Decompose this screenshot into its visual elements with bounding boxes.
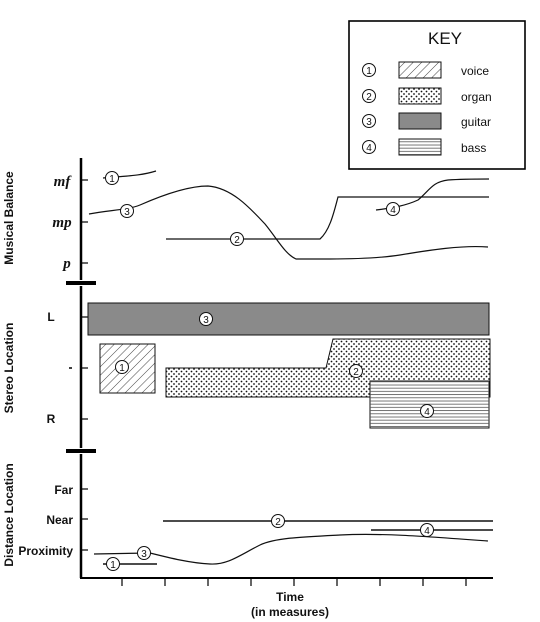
key-swatch-voice — [398, 61, 442, 79]
key-item-organ: 2 organ — [362, 87, 492, 105]
level-mp: mp — [52, 215, 72, 231]
time-axis-label: Time — [276, 590, 304, 604]
key-marker-3 — [362, 114, 376, 128]
balance-marker-voice: 1 — [105, 171, 119, 185]
marker-circle — [271, 514, 285, 528]
key-marker-1-num: 1 — [366, 66, 372, 77]
marker-circle — [199, 312, 213, 326]
stereo-guitar-bar — [87, 302, 490, 336]
marker-num: 1 — [119, 363, 125, 374]
marker-circle — [120, 204, 134, 218]
marker-num: 3 — [203, 315, 209, 326]
key-item-bass: 4 bass — [362, 138, 486, 156]
marker-circle — [137, 546, 151, 560]
key-box: KEY 1 voice 2 organ 3 guitar 4 bass — [348, 20, 526, 170]
distance-marker-voice: 1 — [106, 557, 120, 571]
key-swatch-bass — [398, 138, 442, 156]
marker-circle — [230, 232, 244, 246]
marker-num: 4 — [424, 526, 430, 537]
balance-title: Musical Balance — [2, 171, 16, 265]
key-label-guitar: guitar — [461, 115, 491, 129]
distance-section: Distance Location Far Near Proximity 2 4… — [2, 463, 493, 571]
balance-marker-guitar: 3 — [120, 204, 134, 218]
marker-circle — [105, 171, 119, 185]
key-label-organ: organ — [461, 90, 492, 104]
marker-circle — [386, 202, 400, 216]
distance-marker-organ: 2 — [271, 514, 285, 528]
marker-circle — [349, 364, 363, 378]
key-label-bass: bass — [461, 141, 486, 155]
key-swatch-organ — [398, 87, 442, 105]
level-near: Near — [46, 513, 73, 527]
stereo-marker-organ: 2 — [349, 364, 363, 378]
level-left: L — [47, 310, 54, 324]
marker-circle — [115, 360, 129, 374]
distance-marker-bass: 4 — [420, 523, 434, 537]
key-swatch-guitar — [398, 112, 442, 130]
key-item-guitar: 3 guitar — [362, 112, 491, 130]
level-p: p — [61, 256, 71, 272]
balance-organ-line — [166, 196, 489, 240]
level-right: R — [47, 412, 56, 426]
distance-title: Distance Location — [2, 463, 16, 566]
marker-num: 3 — [124, 207, 130, 218]
marker-circle — [106, 557, 120, 571]
marker-circle — [420, 404, 434, 418]
time-ticks — [121, 578, 467, 586]
key-marker-2-num: 2 — [366, 92, 372, 103]
level-mf: mf — [54, 174, 73, 190]
marker-num: 2 — [353, 367, 359, 378]
stereo-marker-bass: 4 — [420, 404, 434, 418]
balance-section: Musical Balance mf mp p 1 3 2 4 — [2, 170, 490, 272]
level-proximity: Proximity — [18, 544, 73, 558]
key-title: KEY — [428, 29, 462, 48]
distance-guitar-curve — [93, 533, 489, 565]
axes: Time (in measures) — [66, 158, 493, 619]
marker-num: 1 — [110, 560, 116, 571]
balance-guitar-curve — [88, 185, 489, 260]
marker-circle — [420, 523, 434, 537]
key-label-voice: voice — [461, 64, 489, 78]
balance-marker-organ: 2 — [230, 232, 244, 246]
marker-num: 4 — [390, 205, 396, 216]
stereo-section: Stereo Location L R 3 1 2 4 — [2, 302, 491, 429]
marker-num: 2 — [234, 235, 240, 246]
stereo-marker-guitar: 3 — [199, 312, 213, 326]
marker-num: 4 — [424, 407, 430, 418]
marker-num: 1 — [109, 174, 115, 185]
key-marker-1 — [362, 63, 376, 77]
marker-num: 2 — [275, 517, 281, 528]
level-far: Far — [54, 483, 73, 497]
key-marker-4 — [362, 140, 376, 154]
marker-num: 3 — [141, 549, 147, 560]
stereo-marker-voice: 1 — [115, 360, 129, 374]
key-marker-3-num: 3 — [366, 117, 372, 128]
time-axis-sublabel: (in measures) — [251, 605, 329, 619]
balance-marker-bass: 4 — [386, 202, 400, 216]
stereo-title: Stereo Location — [2, 323, 16, 414]
key-marker-4-num: 4 — [366, 143, 372, 154]
key-marker-2 — [362, 89, 376, 103]
key-item-voice: 1 voice — [362, 61, 489, 79]
distance-marker-guitar: 3 — [137, 546, 151, 560]
